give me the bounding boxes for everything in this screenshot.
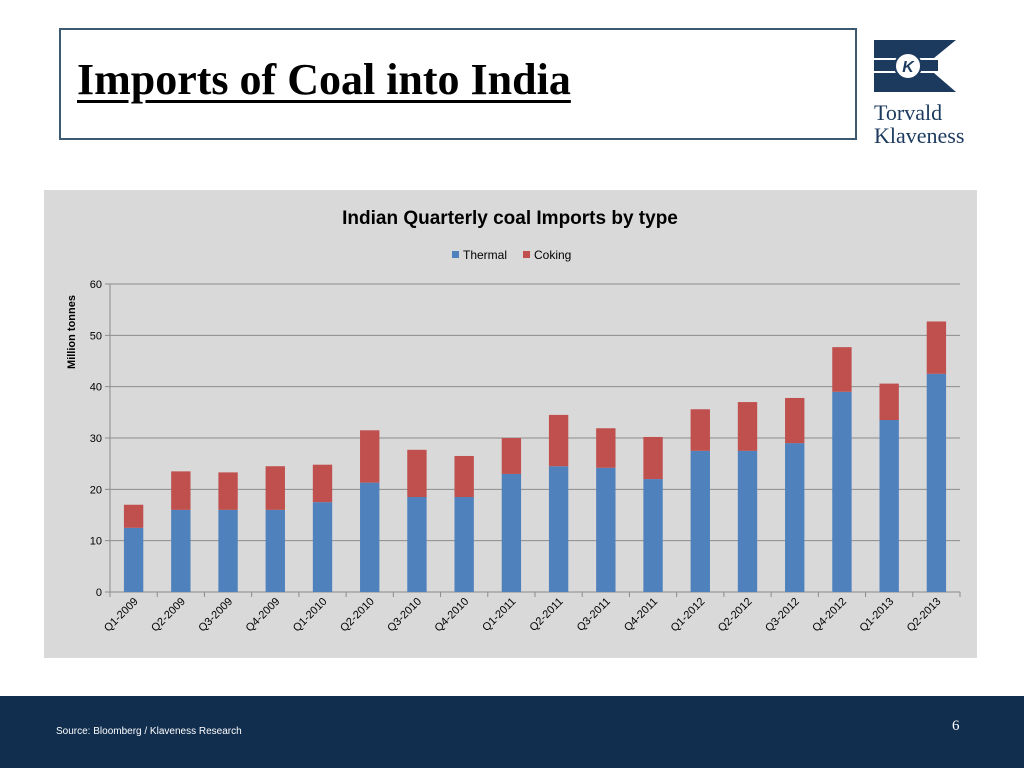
x-tick-label: Q2-2012 bbox=[716, 596, 755, 635]
bar-thermal-q1-2013 bbox=[879, 420, 899, 592]
x-tick-label: Q1-2013 bbox=[858, 596, 897, 635]
bar-coking-q1-2009 bbox=[123, 504, 144, 528]
y-tick-label: 30 bbox=[90, 433, 102, 445]
bar-coking-q4-2009 bbox=[265, 466, 285, 510]
x-tick-label: Q4-2011 bbox=[622, 596, 660, 634]
x-tick-label: Q4-2012 bbox=[810, 596, 849, 635]
x-tick-label: Q2-2013 bbox=[905, 596, 944, 635]
bar-thermal-q3-2011 bbox=[596, 467, 616, 592]
x-tick-label: Q1-2011 bbox=[480, 596, 518, 634]
source-note: Source: Bloomberg / Klaveness Research bbox=[56, 726, 242, 737]
legend-label-thermal: Thermal bbox=[463, 248, 507, 262]
bar-coking-q3-2010 bbox=[407, 449, 427, 498]
bar-thermal-q3-2012 bbox=[785, 443, 805, 592]
bar-coking-q1-2012 bbox=[690, 409, 710, 451]
chart-panel: Indian Quarterly coal Imports by type Th… bbox=[44, 190, 977, 658]
bar-thermal-q4-2009 bbox=[265, 509, 285, 592]
x-tick-label: Q3-2010 bbox=[385, 596, 424, 635]
bar-thermal-q2-2011 bbox=[548, 466, 569, 592]
bar-thermal-q4-2012 bbox=[832, 391, 852, 592]
bar-coking-q1-2010 bbox=[312, 464, 333, 503]
bar-coking-q2-2013 bbox=[926, 321, 947, 374]
x-tick-label: Q4-2010 bbox=[433, 596, 472, 635]
bar-thermal-q4-2010 bbox=[454, 497, 474, 592]
bar-coking-q4-2011 bbox=[643, 436, 663, 480]
bar-coking-q4-2010 bbox=[454, 455, 474, 498]
y-tick-label: 10 bbox=[90, 536, 102, 548]
bar-coking-q2-2009 bbox=[171, 471, 191, 510]
bar-coking-q2-2011 bbox=[548, 414, 569, 467]
bar-thermal-q3-2010 bbox=[407, 497, 427, 592]
stacked-bar-chart: Indian Quarterly coal Imports by type Th… bbox=[66, 208, 961, 635]
bar-coking-q3-2011 bbox=[596, 428, 616, 468]
x-tick-label: Q3-2011 bbox=[575, 596, 613, 634]
chart-legend: Thermal Coking bbox=[452, 248, 571, 262]
bar-thermal-q3-2009 bbox=[218, 509, 238, 592]
bar-coking-q3-2012 bbox=[785, 397, 805, 444]
bar-coking-q3-2009 bbox=[218, 472, 238, 510]
x-tick-label: Q1-2012 bbox=[669, 596, 708, 635]
logo-mark-letter: K bbox=[902, 59, 915, 76]
title-box: Imports of Coal into India bbox=[59, 28, 857, 140]
bar-thermal-q1-2009 bbox=[123, 527, 144, 592]
bar-coking-q2-2010 bbox=[360, 430, 380, 483]
footer-bar: Source: Bloomberg / Klaveness Research 6 bbox=[0, 696, 1024, 768]
bar-thermal-q4-2011 bbox=[643, 479, 663, 592]
x-tick-label: Q2-2010 bbox=[338, 596, 377, 635]
x-tick-label: Q3-2009 bbox=[196, 596, 235, 635]
x-tick-label: Q1-2009 bbox=[102, 596, 141, 635]
legend-swatch-coking bbox=[523, 251, 530, 258]
bar-thermal-q2-2013 bbox=[926, 373, 947, 592]
bar-thermal-q1-2011 bbox=[501, 473, 522, 592]
bar-coking-q4-2012 bbox=[832, 347, 852, 392]
x-tick-label: Q1-2010 bbox=[291, 596, 330, 635]
legend-swatch-thermal bbox=[452, 251, 459, 258]
bar-coking-q2-2012 bbox=[737, 402, 758, 451]
bar-thermal-q1-2012 bbox=[690, 450, 710, 592]
klaveness-flag-icon: K bbox=[874, 40, 956, 92]
slide-title: Imports of Coal into India bbox=[77, 55, 571, 104]
chart-title: Indian Quarterly coal Imports by type bbox=[342, 208, 678, 229]
company-logo: K Torvald Klaveness bbox=[870, 38, 990, 150]
bar-thermal-q2-2012 bbox=[737, 450, 758, 592]
x-tick-label: Q2-2009 bbox=[149, 596, 188, 635]
y-tick-label: 40 bbox=[90, 382, 102, 394]
x-tick-label: Q3-2012 bbox=[763, 596, 802, 635]
y-tick-label: 50 bbox=[90, 330, 102, 342]
logo-text-line2: Klaveness bbox=[874, 123, 965, 148]
logo-text-line1: Torvald bbox=[874, 100, 943, 125]
x-tick-label: Q4-2009 bbox=[244, 596, 283, 635]
bar-thermal-q1-2010 bbox=[312, 502, 333, 592]
bar-coking-q1-2013 bbox=[879, 383, 899, 421]
y-tick-label: 20 bbox=[90, 484, 102, 496]
bar-thermal-q2-2009 bbox=[171, 509, 191, 592]
y-tick-label: 0 bbox=[96, 587, 102, 599]
x-tick-label: Q2-2011 bbox=[528, 596, 566, 634]
page-number: 6 bbox=[952, 718, 960, 734]
y-tick-label: 60 bbox=[90, 279, 102, 291]
bar-thermal-q2-2010 bbox=[360, 482, 380, 592]
bar-coking-q1-2011 bbox=[501, 438, 522, 474]
legend-label-coking: Coking bbox=[534, 248, 571, 262]
y-axis-label: Million tonnes bbox=[66, 295, 78, 369]
